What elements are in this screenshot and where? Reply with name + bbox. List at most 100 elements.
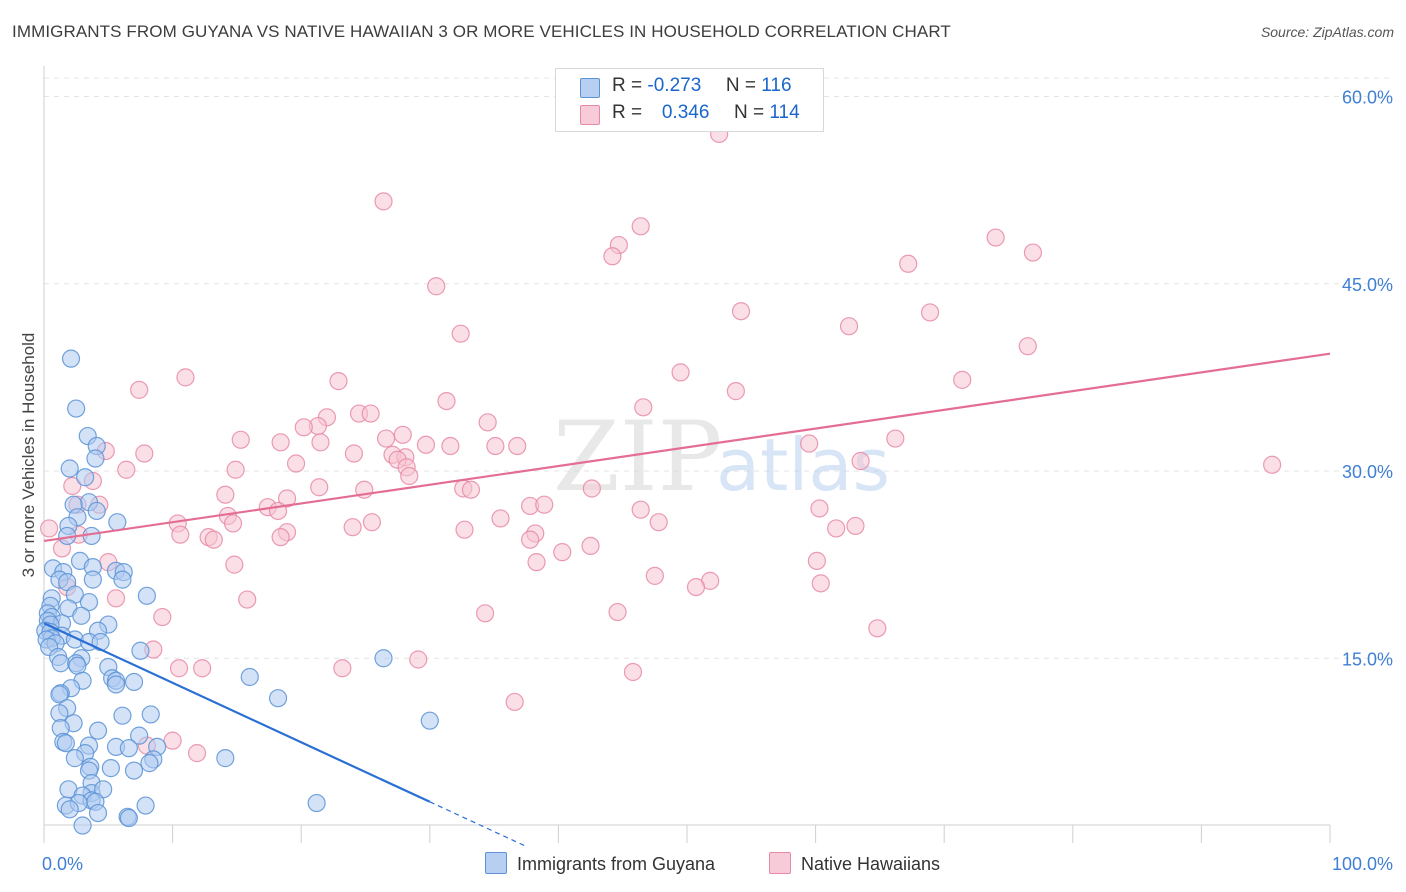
y-tick-label: 45.0% [1342, 275, 1393, 295]
hawaiian-point [437, 391, 456, 411]
guyana-point [50, 704, 69, 723]
hawaiian-point [231, 430, 250, 449]
guyana-point [240, 667, 259, 687]
guyana-point [136, 796, 155, 815]
guyana-point [86, 449, 105, 468]
hawaiian-point [1263, 455, 1282, 474]
hawaiian-point [329, 372, 348, 391]
watermark-zip: ZIP [553, 401, 722, 513]
legend-n-value-hawaiian: 114 [769, 102, 800, 123]
hawaiian-point [631, 217, 650, 236]
legend-n-value-guyana: 116 [761, 75, 792, 96]
hawaiian-point [623, 662, 643, 682]
hawaiian-point [527, 553, 546, 572]
guyana-point [374, 649, 393, 668]
guyana-point [420, 711, 439, 730]
hawaiian-point [671, 363, 690, 382]
hawaiian-point [176, 368, 195, 387]
guyana-point [79, 592, 99, 612]
hawaiian-point [486, 436, 505, 456]
hawaiian-point [986, 228, 1005, 247]
guyana-point [61, 349, 81, 368]
guyana-point [119, 739, 138, 758]
hawaiian-point [603, 247, 622, 266]
guyana-point [60, 459, 79, 478]
hawaiian-point [846, 516, 865, 536]
hawaiian-point [455, 520, 474, 539]
guyana-point [76, 468, 95, 487]
hawaiian-point [238, 590, 257, 609]
guyana-points [36, 349, 439, 835]
guyana-point [88, 721, 108, 740]
hawaiian-point [226, 460, 245, 479]
guyana-point [88, 803, 108, 823]
hawaiian-point [553, 543, 572, 562]
hawaiian-point [608, 602, 627, 622]
guyana-point [119, 808, 138, 828]
x-tick-label-min: 0.0% [42, 854, 83, 874]
hawaiian-point [475, 604, 495, 623]
hawaiian-point [521, 530, 540, 549]
guyana-point [73, 816, 92, 835]
chart-title: IMMIGRANTS FROM GUYANA VS NATIVE HAWAIIA… [12, 22, 951, 41]
guyana-point [130, 726, 149, 745]
guyana-point [83, 570, 102, 589]
hawaiian-point [40, 519, 59, 538]
hawaiian-point [1018, 337, 1037, 356]
watermark: ZIP atlas [553, 401, 890, 513]
source-label: Source: ZipAtlas.com [1260, 24, 1394, 40]
hawaiian-trend-line [43, 352, 1331, 542]
hawaiian-point [169, 659, 189, 678]
bottom-legend-guyana: Immigrants from Guyana [485, 852, 715, 875]
hawaiian-point [1023, 243, 1043, 262]
hawaiian-point [582, 479, 601, 498]
hawaiian-point [163, 731, 182, 750]
hawaiian-point [374, 192, 393, 211]
hawaiian-point [726, 382, 745, 401]
bottom-legend-label-guyana: Immigrants from Guyana [517, 854, 716, 874]
axes [43, 66, 1331, 843]
hawaiian-point [839, 317, 859, 336]
x-tick-label-max: 100.0% [1332, 854, 1393, 874]
hawaiian-point [362, 513, 382, 532]
hawaiian-point [310, 478, 329, 497]
hawaiian-point [225, 555, 244, 574]
hawaiian-point [130, 380, 149, 399]
guyana-point [113, 570, 132, 589]
hawaiian-point [441, 436, 460, 456]
hawaiian-point [807, 551, 826, 570]
guyana-point [51, 654, 70, 673]
hawaiian-point [886, 429, 905, 448]
guyana-point [87, 501, 106, 521]
hawaiian-point [333, 659, 352, 678]
hawaiian-point [223, 514, 243, 533]
hawaiian-point [135, 444, 154, 463]
guyana-point [91, 632, 110, 652]
legend: R = -0.273 N = 116 R = 0.346 N = 114 [555, 68, 824, 132]
guyana-point [124, 761, 144, 780]
grid [44, 77, 1393, 659]
hawaiian-point [117, 460, 136, 479]
hawaiian-point [581, 536, 600, 556]
hawaiian-point [204, 530, 223, 549]
hawaiian-point [376, 429, 396, 448]
guyana-point [307, 793, 326, 813]
hawaiian-point [686, 577, 706, 597]
hawaiian-point [193, 659, 212, 678]
guyana-point [67, 399, 86, 418]
hawaiian-point [294, 418, 313, 437]
guyana-point [141, 705, 160, 724]
hawaiian-point [171, 525, 190, 544]
hawaiian-point [343, 518, 362, 537]
hawaiian-point [416, 435, 436, 454]
y-axis-label: 3 or more Vehicles in Household [19, 333, 38, 578]
hawaiian-point [277, 489, 297, 508]
guyana-point [56, 734, 75, 753]
hawaiian-point [271, 433, 290, 452]
guyana-point [60, 800, 79, 819]
guyana-point [140, 754, 159, 773]
guyana-point [113, 706, 132, 725]
legend-n-label: N = [725, 75, 756, 96]
hawaiian-point [827, 519, 846, 538]
